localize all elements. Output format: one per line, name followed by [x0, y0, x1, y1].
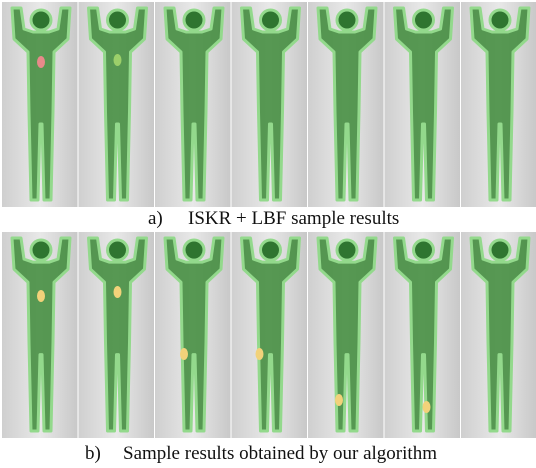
- caption-label: a): [148, 208, 163, 229]
- detection-spot: [113, 286, 122, 298]
- caption-label: b): [85, 443, 101, 464]
- row-a: [2, 2, 536, 207]
- image-panel: [461, 2, 536, 207]
- image-panel: [78, 232, 154, 438]
- image-panel: [78, 2, 154, 207]
- image-panel: [2, 232, 78, 438]
- image-panel: [2, 2, 78, 207]
- detection-spot: [335, 394, 343, 406]
- caption-text: Sample results obtained by our algorithm: [123, 443, 437, 464]
- detection-spot: [422, 401, 431, 413]
- image-panel: [155, 232, 231, 438]
- detection-spot: [113, 54, 122, 66]
- image-panel: [461, 232, 536, 438]
- detection-spot: [255, 348, 264, 360]
- image-panel: [308, 232, 384, 438]
- detection-spot: [37, 290, 45, 302]
- image-panel: [384, 2, 460, 207]
- image-panel: [384, 232, 460, 438]
- image-panel: [308, 2, 384, 207]
- image-panel: [155, 2, 231, 207]
- detection-spot: [180, 348, 188, 360]
- row-b: [2, 232, 536, 438]
- image-panel: [231, 2, 307, 207]
- caption-text: ISKR + LBF sample results: [188, 208, 399, 229]
- detection-spot: [37, 56, 45, 68]
- image-panel: [231, 232, 307, 438]
